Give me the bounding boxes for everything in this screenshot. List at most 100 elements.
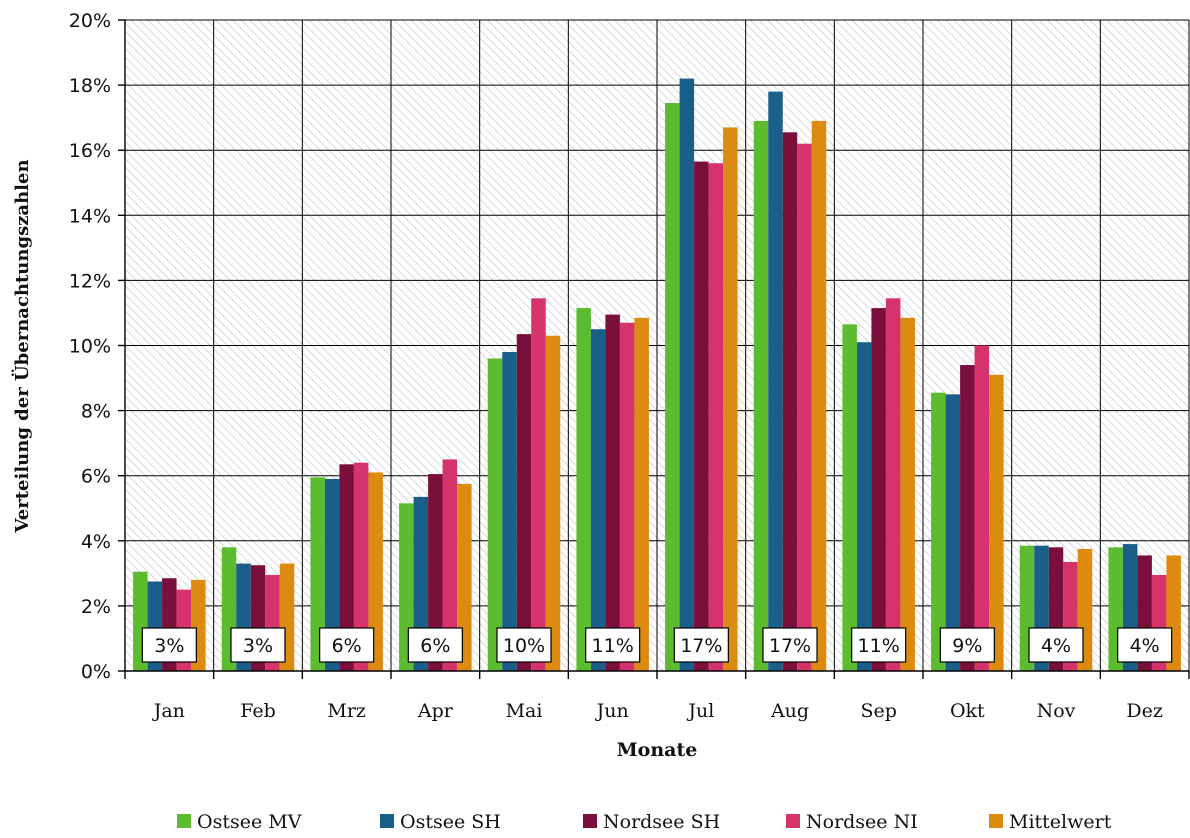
- data-label: 17%: [680, 635, 722, 657]
- bar-nordsee-sh-mai: [516, 334, 532, 671]
- legend-label: Nordsee NI: [806, 811, 918, 833]
- bar-nordsee-ni-aug: [797, 143, 812, 671]
- legend-swatch: [177, 814, 191, 828]
- data-label-box: [407, 627, 463, 663]
- data-label-box: [230, 627, 286, 663]
- legend-label: Nordsee SH: [603, 811, 720, 833]
- y-tick-label: 14%: [69, 205, 111, 227]
- x-tick-label: Aug: [770, 700, 809, 722]
- bar-ostsee-mv-jun: [576, 308, 591, 671]
- data-label: 11%: [858, 635, 900, 657]
- bar-nordsee-sh-okt: [960, 365, 975, 671]
- bar-nordsee-sh-sep: [871, 308, 886, 671]
- legend-swatch: [583, 814, 597, 828]
- bar-nordsee-ni-sep: [885, 298, 901, 671]
- data-label-box: [939, 627, 995, 663]
- y-tick-label: 20%: [69, 10, 111, 32]
- bar-mittelwert-okt: [989, 374, 1004, 671]
- data-label: 9%: [952, 635, 982, 657]
- gridlines: [124, 19, 1190, 672]
- data-labels-group: 3% 3% 6% 6% 10% 11% 17% 17% 11% 9% 4% 4%: [141, 627, 1173, 663]
- data-label-box: [585, 627, 641, 663]
- bar-ostsee-mv-aug: [753, 120, 769, 671]
- bar-ostsee-sh-sep: [856, 342, 872, 671]
- data-label-box: [1028, 627, 1084, 663]
- bar-ostsee-sh-aug: [768, 91, 783, 672]
- bar-mittelwert-mrz: [368, 472, 383, 671]
- bar-nordsee-ni-apr: [442, 459, 458, 671]
- y-tick-label: 2%: [81, 596, 111, 618]
- bar-nordsee-ni-okt: [974, 345, 990, 671]
- data-label-box: [496, 627, 552, 663]
- bar-ostsee-mv-mrz: [310, 477, 325, 671]
- legend-label: Ostsee SH: [400, 811, 501, 833]
- bar-ostsee-sh-mrz: [324, 478, 340, 671]
- bar-nordsee-ni-mai: [531, 298, 546, 671]
- x-tick-labels: Jan Feb Mrz Apr Mai Jun Jul Aug Sep Okt Nov Dez: [152, 700, 1163, 722]
- data-label-box: [141, 627, 197, 663]
- data-label: 6%: [332, 635, 362, 657]
- bar-ostsee-mv-okt: [931, 392, 946, 671]
- x-tick-label: Mai: [506, 700, 543, 722]
- bar-nordsee-sh-apr: [428, 474, 443, 671]
- data-label: 4%: [1041, 635, 1071, 657]
- y-tick-label: 8%: [81, 401, 111, 423]
- data-label: 11%: [592, 635, 634, 657]
- y-tick-label: 12%: [69, 270, 111, 292]
- x-tick-label: Jul: [686, 700, 714, 722]
- y-tick-labels: 0% 2% 4% 6% 8% 10% 12% 14% 16% 18% 20%: [69, 10, 111, 683]
- data-label: 3%: [154, 635, 184, 657]
- x-tick-label: Mrz: [327, 700, 366, 722]
- data-label-box: [673, 627, 729, 663]
- x-tick-label: Okt: [950, 700, 985, 722]
- x-tick-label: Feb: [240, 700, 276, 722]
- bar-mittelwert-aug: [811, 120, 827, 671]
- data-label-box: [851, 627, 907, 663]
- bar-nordsee-sh-mrz: [339, 464, 354, 671]
- bar-mittelwert-sep: [900, 317, 915, 671]
- bar-ostsee-sh-okt: [945, 394, 961, 671]
- legend-label: Ostsee MV: [197, 811, 302, 833]
- bar-ostsee-sh-mai: [502, 352, 517, 671]
- y-tick-label: 16%: [69, 140, 111, 162]
- bar-ostsee-sh-jul: [679, 78, 695, 672]
- bar-nordsee-ni-jun: [619, 322, 635, 671]
- bar-mittelwert-jun: [634, 317, 649, 671]
- bar-ostsee-sh-jun: [590, 329, 606, 671]
- bar-ostsee-mv-jul: [665, 103, 680, 671]
- x-tick-label: Sep: [860, 700, 896, 722]
- y-tick-label: 0%: [81, 661, 111, 683]
- bar-nordsee-sh-aug: [782, 132, 798, 672]
- y-tick-label: 4%: [81, 531, 111, 553]
- data-label-box: [319, 627, 375, 663]
- bar-nordsee-sh-jun: [605, 314, 620, 671]
- legend-label: Mittelwert: [1009, 811, 1112, 833]
- bars-group: [133, 78, 1181, 672]
- y-tick-label: 18%: [69, 75, 111, 97]
- legend: Ostsee MV Ostsee SH Nordsee SH Nordsee NI Mi…: [177, 811, 1112, 833]
- bar-ostsee-mv-mai: [487, 358, 503, 671]
- data-label-box: [762, 627, 818, 663]
- data-label: 4%: [1130, 635, 1160, 657]
- data-label: 3%: [243, 635, 273, 657]
- legend-swatch: [380, 814, 394, 828]
- y-tick-label: 6%: [81, 466, 111, 488]
- bar-mittelwert-jul: [723, 127, 738, 672]
- legend-swatch: [786, 814, 800, 828]
- bar-mittelwert-mai: [545, 335, 561, 671]
- data-label: 17%: [769, 635, 811, 657]
- bar-nordsee-ni-jul: [708, 163, 724, 671]
- bar-mittelwert-apr: [457, 483, 472, 671]
- data-label: 6%: [420, 635, 450, 657]
- bar-nordsee-sh-jul: [694, 161, 709, 671]
- axes-group: [118, 19, 1190, 679]
- x-tick-label: Dez: [1126, 700, 1163, 722]
- y-axis-title: Verteilung der Übernachtungszahlen: [10, 159, 33, 533]
- data-label-box: [1117, 627, 1173, 663]
- x-tick-label: Jan: [152, 700, 185, 722]
- x-tick-label: Nov: [1037, 700, 1076, 722]
- legend-swatch: [989, 814, 1003, 828]
- bar-nordsee-ni-mrz: [353, 462, 369, 671]
- x-tick-label: Apr: [417, 700, 454, 722]
